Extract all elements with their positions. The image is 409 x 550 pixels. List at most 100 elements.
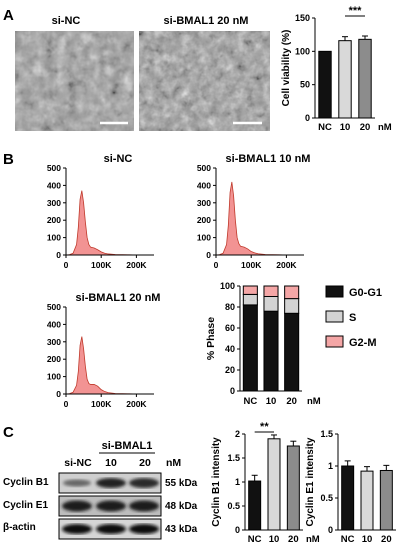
legend-swatch bbox=[325, 310, 344, 323]
x-tick-label: 100K bbox=[91, 260, 112, 270]
y-tick-label: 100 bbox=[197, 233, 211, 243]
legend-label: G0-G1 bbox=[349, 287, 382, 299]
blot-size-label: 48 kDa bbox=[165, 501, 198, 512]
blot-size-label: 43 kDa bbox=[165, 524, 198, 535]
y-tick-label: 0 bbox=[206, 250, 211, 260]
y-tick-label: 500 bbox=[197, 163, 211, 173]
y-tick-label: 200 bbox=[197, 215, 211, 225]
stack-segment-g2-m bbox=[242, 285, 258, 295]
x-tick-label: 10 bbox=[340, 122, 351, 133]
y-tick-label: 60 bbox=[225, 323, 235, 333]
y-axis-label: Cyclin E1 intensity bbox=[305, 437, 316, 526]
y-tick-label: 1.5 bbox=[320, 429, 333, 439]
x-tick-label: NC bbox=[248, 534, 262, 545]
micrograph-label-si-bmal1: si-BMAL1 20 nM bbox=[164, 15, 249, 27]
bar-20 bbox=[358, 38, 372, 119]
y-axis-label: % Phase bbox=[205, 317, 217, 360]
y-tick-label: 500 bbox=[47, 302, 61, 312]
y-tick-label: 80 bbox=[225, 302, 235, 312]
x-tick-label: NC bbox=[318, 122, 332, 133]
histogram-title: si-NC bbox=[104, 153, 133, 165]
histogram-title: si-BMAL1 20 nM bbox=[76, 292, 161, 304]
y-tick-label: 400 bbox=[47, 319, 61, 329]
blot-lane-label: si-NC bbox=[64, 457, 92, 469]
y-tick-label: 0 bbox=[305, 113, 310, 123]
stack-segment-g2-m bbox=[263, 285, 279, 297]
histogram-si-nc: si-NC 0 100 200 300 400 500 0 100K 200K bbox=[47, 153, 154, 270]
y-tick-label: 300 bbox=[47, 198, 61, 208]
blot-lane-label: 20 bbox=[139, 457, 151, 469]
y-tick-label: 40 bbox=[225, 344, 235, 354]
panel-a-letter: A bbox=[3, 7, 14, 24]
x-tick-label: 20 bbox=[288, 534, 299, 545]
legend-label: G2-M bbox=[349, 337, 377, 349]
x-unit-label: nM bbox=[378, 122, 392, 133]
blot-row-cyclin-b1: Cyclin B1 55 kDa bbox=[3, 472, 198, 494]
x-tick-label: 0 bbox=[64, 399, 69, 409]
y-tick-label: 2 bbox=[235, 429, 240, 439]
y-tick-label: 0 bbox=[328, 525, 333, 535]
y-tick-label: 0 bbox=[235, 525, 240, 535]
y-tick-label: 0 bbox=[56, 389, 61, 399]
stack-segment-g2-m bbox=[284, 285, 300, 300]
x-tick-label: NC bbox=[243, 396, 257, 407]
stack-segment-s bbox=[284, 298, 300, 314]
histogram-si-bmal1-20: si-BMAL1 20 nM 0 100 200 300 400 500 0 100K 200K bbox=[47, 292, 161, 409]
y-tick-label: 0 bbox=[230, 386, 235, 396]
x-tick-label: 200K bbox=[126, 399, 147, 409]
y-axis-label: Cell viability (%) bbox=[281, 30, 292, 107]
legend-swatch bbox=[325, 285, 344, 298]
y-tick-label: 100 bbox=[47, 372, 61, 382]
x-tick-label: 100K bbox=[91, 399, 112, 409]
stack-segment-g0-g1 bbox=[284, 312, 300, 392]
cell-viability-chart: 0 50 100 150 NC 10 20 nM Cell viability (%) *** bbox=[281, 5, 392, 133]
y-tick-label: 0.5 bbox=[227, 501, 240, 511]
y-tick-label: 1 bbox=[235, 477, 240, 487]
x-tick-label: 20 bbox=[381, 534, 392, 545]
legend-swatch bbox=[325, 335, 344, 348]
panel-b-letter: B bbox=[3, 151, 14, 168]
significance-marker: ** bbox=[260, 421, 269, 433]
x-tick-label: 200K bbox=[276, 260, 297, 270]
significance-marker: *** bbox=[349, 5, 363, 17]
y-tick-label: 20 bbox=[225, 365, 235, 375]
stack-segment-g0-g1 bbox=[263, 310, 279, 392]
y-tick-label: 1 bbox=[328, 461, 333, 471]
x-tick-label: 20 bbox=[286, 396, 297, 407]
y-tick-label: 0 bbox=[56, 250, 61, 260]
x-tick-label: 100K bbox=[241, 260, 262, 270]
stack-segment-s bbox=[242, 293, 258, 306]
blot-group-label: si-BMAL1 bbox=[102, 440, 153, 452]
bar-nc bbox=[248, 480, 262, 531]
y-axis-label: Cyclin B1 intensity bbox=[211, 437, 222, 527]
x-tick-label: 200K bbox=[126, 260, 147, 270]
stack-segment-s bbox=[263, 296, 279, 312]
y-tick-label: 100 bbox=[220, 281, 235, 291]
x-unit-label: nM bbox=[306, 534, 320, 545]
x-tick-label: 0 bbox=[64, 260, 69, 270]
y-tick-label: 400 bbox=[197, 180, 211, 190]
histogram-area bbox=[215, 181, 297, 256]
legend-label: S bbox=[349, 312, 356, 324]
x-tick-label: 10 bbox=[362, 534, 373, 545]
y-tick-label: 0.5 bbox=[320, 493, 333, 503]
x-tick-label: 20 bbox=[360, 122, 371, 133]
histogram-si-bmal1-10: si-BMAL1 10 nM 0 100 200 300 400 500 0 100K 200K bbox=[197, 153, 311, 270]
y-tick-label: 300 bbox=[47, 337, 61, 347]
bar-nc bbox=[341, 465, 355, 531]
x-tick-label: NC bbox=[341, 534, 355, 545]
micrograph-si-nc bbox=[15, 31, 134, 131]
cyclin-e1-chart: 0 0.5 1 1.5 NC 10 20 Cyclin E1 intensity bbox=[305, 429, 396, 545]
blot-size-label: 55 kDa bbox=[165, 478, 198, 489]
panel-a: A si-NC si-BMAL1 20 nM 0 50 100 150 NC 10 20 nM… bbox=[3, 5, 392, 133]
y-tick-label: 500 bbox=[47, 163, 61, 173]
panel-c: C si-BMAL1 si-NC 10 20 nM Cyclin B1 55 k… bbox=[3, 421, 396, 545]
y-tick-label: 50 bbox=[300, 80, 310, 90]
bar-20 bbox=[286, 445, 300, 531]
y-tick-label: 100 bbox=[47, 233, 61, 243]
blot-protein-label: Cyclin E1 bbox=[3, 500, 48, 511]
bar-nc bbox=[318, 50, 332, 119]
y-tick-label: 150 bbox=[295, 13, 310, 23]
histogram-area bbox=[65, 190, 147, 256]
